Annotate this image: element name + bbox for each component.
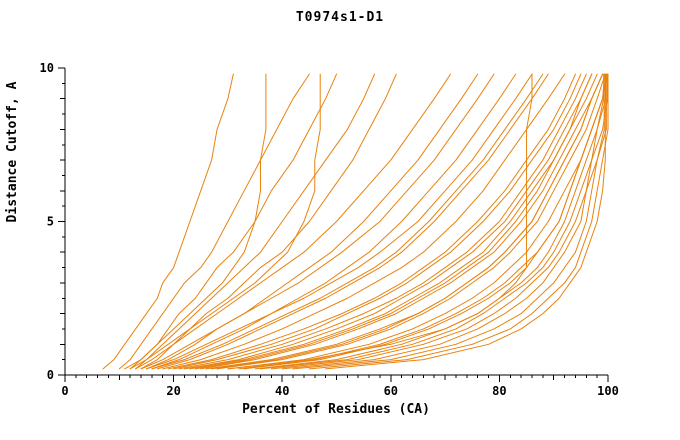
x-tick-label: 0 [61, 384, 68, 398]
model-curve [308, 73, 609, 370]
model-curve [259, 73, 605, 370]
model-curve [183, 73, 593, 370]
axes [58, 67, 609, 382]
model-curve [189, 73, 593, 370]
x-tick-label: 100 [597, 384, 619, 398]
model-curve [325, 73, 606, 370]
y-axis-label: Distance Cutoff, A [5, 81, 20, 222]
model-curve [135, 73, 452, 370]
model-curve [102, 73, 234, 370]
model-curve [145, 73, 479, 370]
model-curve [243, 73, 606, 370]
x-tick-label: 40 [275, 384, 289, 398]
model-curve [200, 73, 604, 370]
model-curve [162, 73, 566, 370]
model-curve [292, 73, 607, 370]
x-tick-label: 60 [384, 384, 398, 398]
model-curve [140, 73, 397, 370]
model-curve [129, 73, 337, 370]
y-tick-label: 5 [47, 215, 54, 229]
x-tick-label: 80 [492, 384, 506, 398]
model-curve [216, 73, 606, 370]
model-curve [167, 73, 576, 370]
tick-labels: 0 20 40 60 80 100 0 5 10 [40, 61, 619, 398]
model-curve [151, 73, 544, 370]
model-curve [254, 73, 607, 370]
model-curve [156, 73, 549, 370]
model-curve [238, 73, 609, 370]
x-axis-label: Percent of Residues (CA) [242, 402, 430, 417]
model-curve [211, 73, 604, 370]
y-tick-label: 10 [40, 61, 54, 75]
model-curve [270, 73, 608, 370]
model-curve [178, 73, 587, 370]
model-curve [281, 73, 605, 370]
y-tick-label: 0 [47, 368, 54, 382]
model-curve [118, 73, 310, 370]
model-curve [145, 73, 533, 370]
x-tick-label: 20 [166, 384, 180, 398]
model-curve [129, 73, 321, 370]
chart-title: T0974s1-D1 [296, 10, 384, 25]
model-curve [173, 73, 582, 370]
model-curve [151, 73, 517, 370]
model-curve [124, 73, 267, 370]
series-curves [102, 73, 609, 370]
model-curve [140, 73, 495, 370]
model-curve [135, 73, 376, 370]
model-curve [227, 73, 533, 370]
